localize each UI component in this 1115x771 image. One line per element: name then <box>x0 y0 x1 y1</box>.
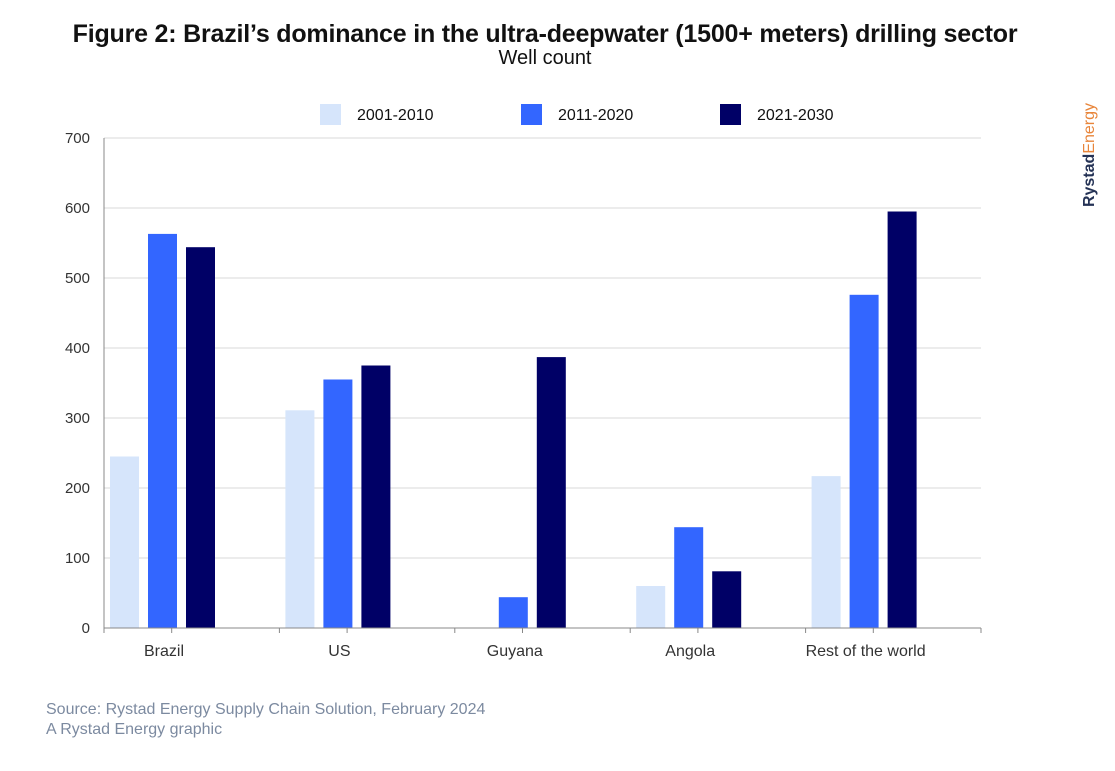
credit-note: A Rystad Energy graphic <box>46 721 223 738</box>
y-tick-label: 0 <box>82 620 90 637</box>
bar <box>674 527 704 628</box>
chart-title: Figure 2: Brazil’s dominance in the ultr… <box>72 20 1018 48</box>
bar <box>849 294 879 628</box>
y-axis: 0 100 200 300 400 500 600 700 <box>65 130 105 637</box>
chart-subtitle: Well count <box>498 47 592 69</box>
legend-swatch <box>521 104 542 125</box>
y-tick-label: 100 <box>65 550 90 567</box>
x-tick-label: Rest of the world <box>806 643 926 660</box>
legend-swatch <box>320 104 341 125</box>
bar <box>498 597 528 628</box>
y-tick-label: 600 <box>65 200 90 217</box>
legend-label: 2021-2030 <box>757 107 834 124</box>
y-tick-label: 400 <box>65 340 90 357</box>
x-tick-label: Angola <box>665 643 715 660</box>
bar <box>712 571 742 628</box>
bar <box>285 410 315 628</box>
bar <box>148 233 177 628</box>
x-tick-label: Brazil <box>144 643 184 660</box>
y-tick-label: 200 <box>65 480 90 497</box>
legend-label: 2011-2020 <box>558 107 633 124</box>
x-tick-label: US <box>328 643 350 660</box>
y-tick-label: 700 <box>65 130 90 147</box>
brand-logo-part1: Rystad <box>1081 153 1098 208</box>
x-tick-label: Guyana <box>487 643 543 660</box>
bar <box>536 357 566 628</box>
bar <box>110 456 139 628</box>
legend-swatch <box>720 104 741 125</box>
legend-label: 2001-2010 <box>357 107 434 124</box>
y-tick-label: 500 <box>65 270 90 287</box>
source-note: Source: Rystad Energy Supply Chain Solut… <box>46 701 486 718</box>
bar <box>323 379 353 628</box>
bar <box>361 365 391 628</box>
brand-logo-part2: Energy <box>1081 102 1098 154</box>
bar <box>887 211 917 628</box>
y-tick-label: 300 <box>65 410 90 427</box>
x-axis: Brazil US Guyana Angola Rest of the world <box>103 627 982 660</box>
bar <box>636 586 666 628</box>
bars <box>110 211 917 628</box>
bar <box>811 476 841 628</box>
legend: 2001-2010 2011-2020 2021-2030 <box>320 104 834 125</box>
bar <box>186 247 215 628</box>
